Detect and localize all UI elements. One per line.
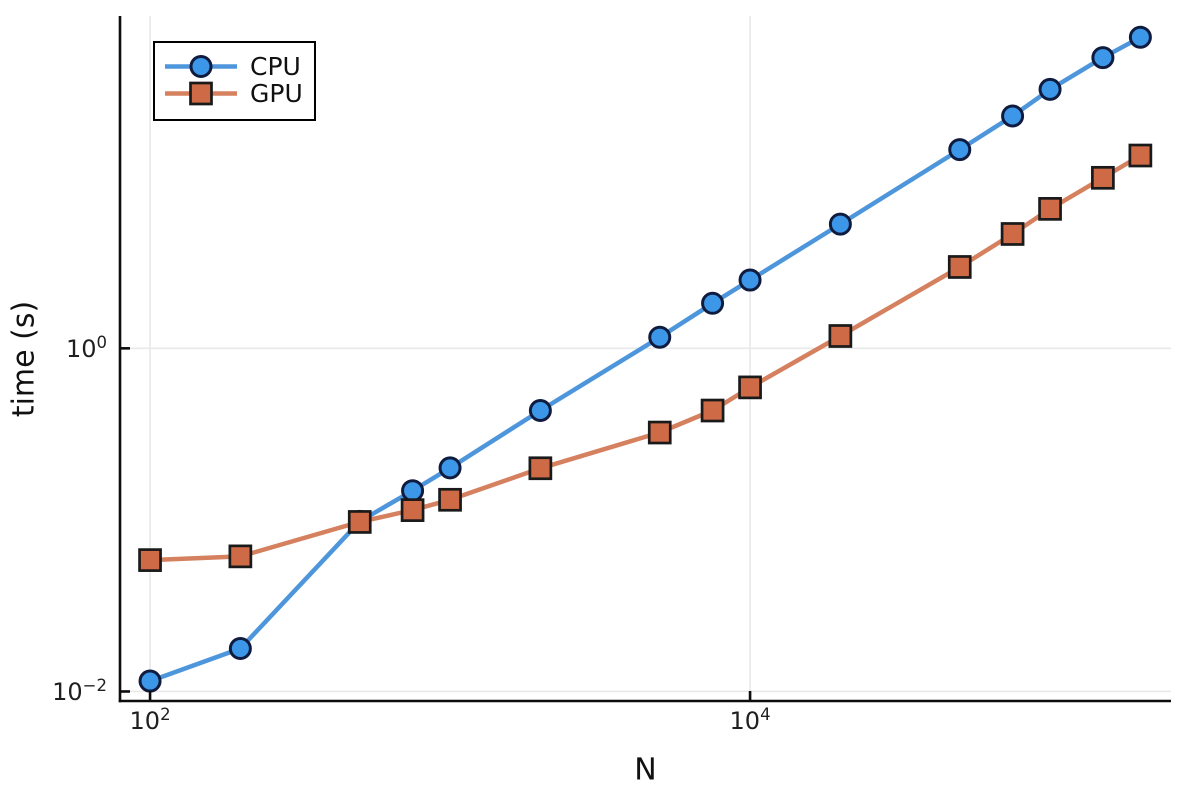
cpu-series [138, 25, 1152, 693]
cpu-marker [1038, 77, 1062, 101]
gpu-marker [138, 548, 162, 572]
cpu-line [147, 35, 1143, 684]
cpu-marker [648, 325, 672, 349]
gpu-series [138, 143, 1153, 572]
gpu-marker [228, 544, 253, 569]
y-axis-label: time (s) [6, 300, 42, 417]
cpu-marker [138, 669, 162, 693]
x-tick-exponent: 2 [160, 705, 171, 724]
gpu-marker [738, 375, 762, 400]
x-tick-label-10000: 104 [690, 705, 810, 735]
x-tick-label-100: 102 [90, 705, 210, 735]
gpu-marker [1128, 143, 1153, 168]
cpu-marker [228, 637, 252, 661]
gpu-marker [400, 498, 425, 522]
x-tick-base: 10 [129, 707, 161, 735]
x-tick-base: 10 [729, 707, 761, 735]
y-tick-label-0.01: 10−2 [17, 676, 107, 707]
gpu-line [147, 153, 1143, 563]
gpu-marker [700, 398, 725, 423]
gpu-marker [647, 420, 672, 445]
x-axis-label: N [634, 752, 657, 788]
y-tick-base: 10 [65, 335, 97, 364]
gpu-marker [438, 487, 462, 512]
gpu-marker [1038, 197, 1062, 221]
legend-label-cpu: CPU [250, 52, 301, 81]
cpu-marker [1001, 104, 1025, 128]
gpu-marker [1000, 222, 1025, 246]
gpu-marker [1091, 165, 1115, 190]
legend-entry-gpu: GPU [162, 80, 314, 107]
gpu-marker [947, 255, 972, 279]
axes [118, 16, 1171, 703]
gpu-marker [528, 456, 553, 481]
cpu-marker [701, 291, 725, 315]
cpu-marker [528, 399, 552, 423]
legend-entry-cpu: CPU [162, 53, 314, 80]
cpu-marker [738, 268, 762, 292]
cpu-marker [1091, 46, 1115, 70]
cpu-marker [948, 138, 972, 162]
cpu-marker [401, 479, 425, 503]
y-tick-exponent: 0 [96, 333, 108, 353]
gpu-marker [347, 510, 372, 534]
x-tick-exponent: 4 [760, 705, 771, 724]
gpu-square-sample [165, 81, 237, 106]
cpu-marker [828, 212, 852, 236]
y-tick-base: 10 [52, 678, 83, 707]
legend-label-gpu: GPU [250, 79, 303, 108]
cpu-line-sample [165, 55, 237, 78]
cpu-marker [1128, 25, 1152, 49]
y-tick-exponent: −2 [82, 676, 107, 696]
y-tick-label-1: 100 [17, 333, 108, 364]
cpu-marker [438, 456, 462, 480]
gpu-marker [828, 324, 853, 348]
legend-box: CPU GPU [153, 41, 316, 121]
